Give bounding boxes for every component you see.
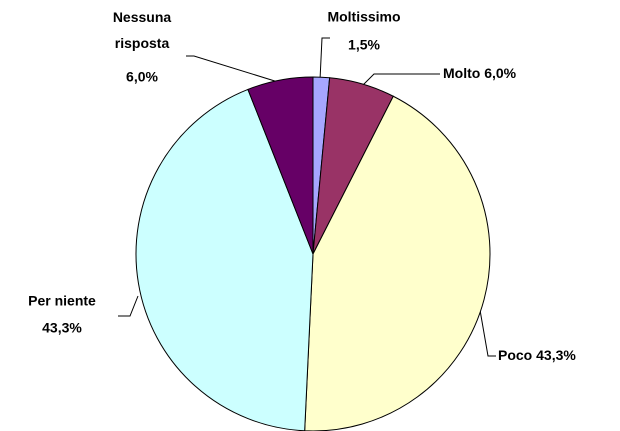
slice-value-label: 1,5% [348,37,380,53]
leader-line [479,309,496,357]
slice-value-label: 43,3% [536,347,576,363]
pie-slice [247,76,314,255]
slice-category: Poco [498,347,532,363]
label-line: Nessuna [113,9,172,25]
pie-slice [135,88,314,431]
leader-line [319,37,330,81]
slice-label: Nessuna risposta [113,9,172,51]
slice-label: Moltissimo [327,9,400,25]
leader-line [186,55,279,83]
slice-value-label: 6,0% [126,69,158,85]
slice-category: Molto [443,65,480,81]
leader-line [118,295,139,317]
slice-label: Molto 6,0% [443,65,517,81]
leader-lines [118,37,496,357]
slice-label: Poco 43,3% [498,347,576,363]
slice-value-label: 6,0% [484,65,516,81]
slices [135,76,491,431]
leader-line [359,73,440,89]
pie-slice [304,95,491,431]
slice-label: Per niente [28,293,96,309]
slice-value-label: 43,3% [42,320,82,336]
label-line: risposta [115,35,170,51]
